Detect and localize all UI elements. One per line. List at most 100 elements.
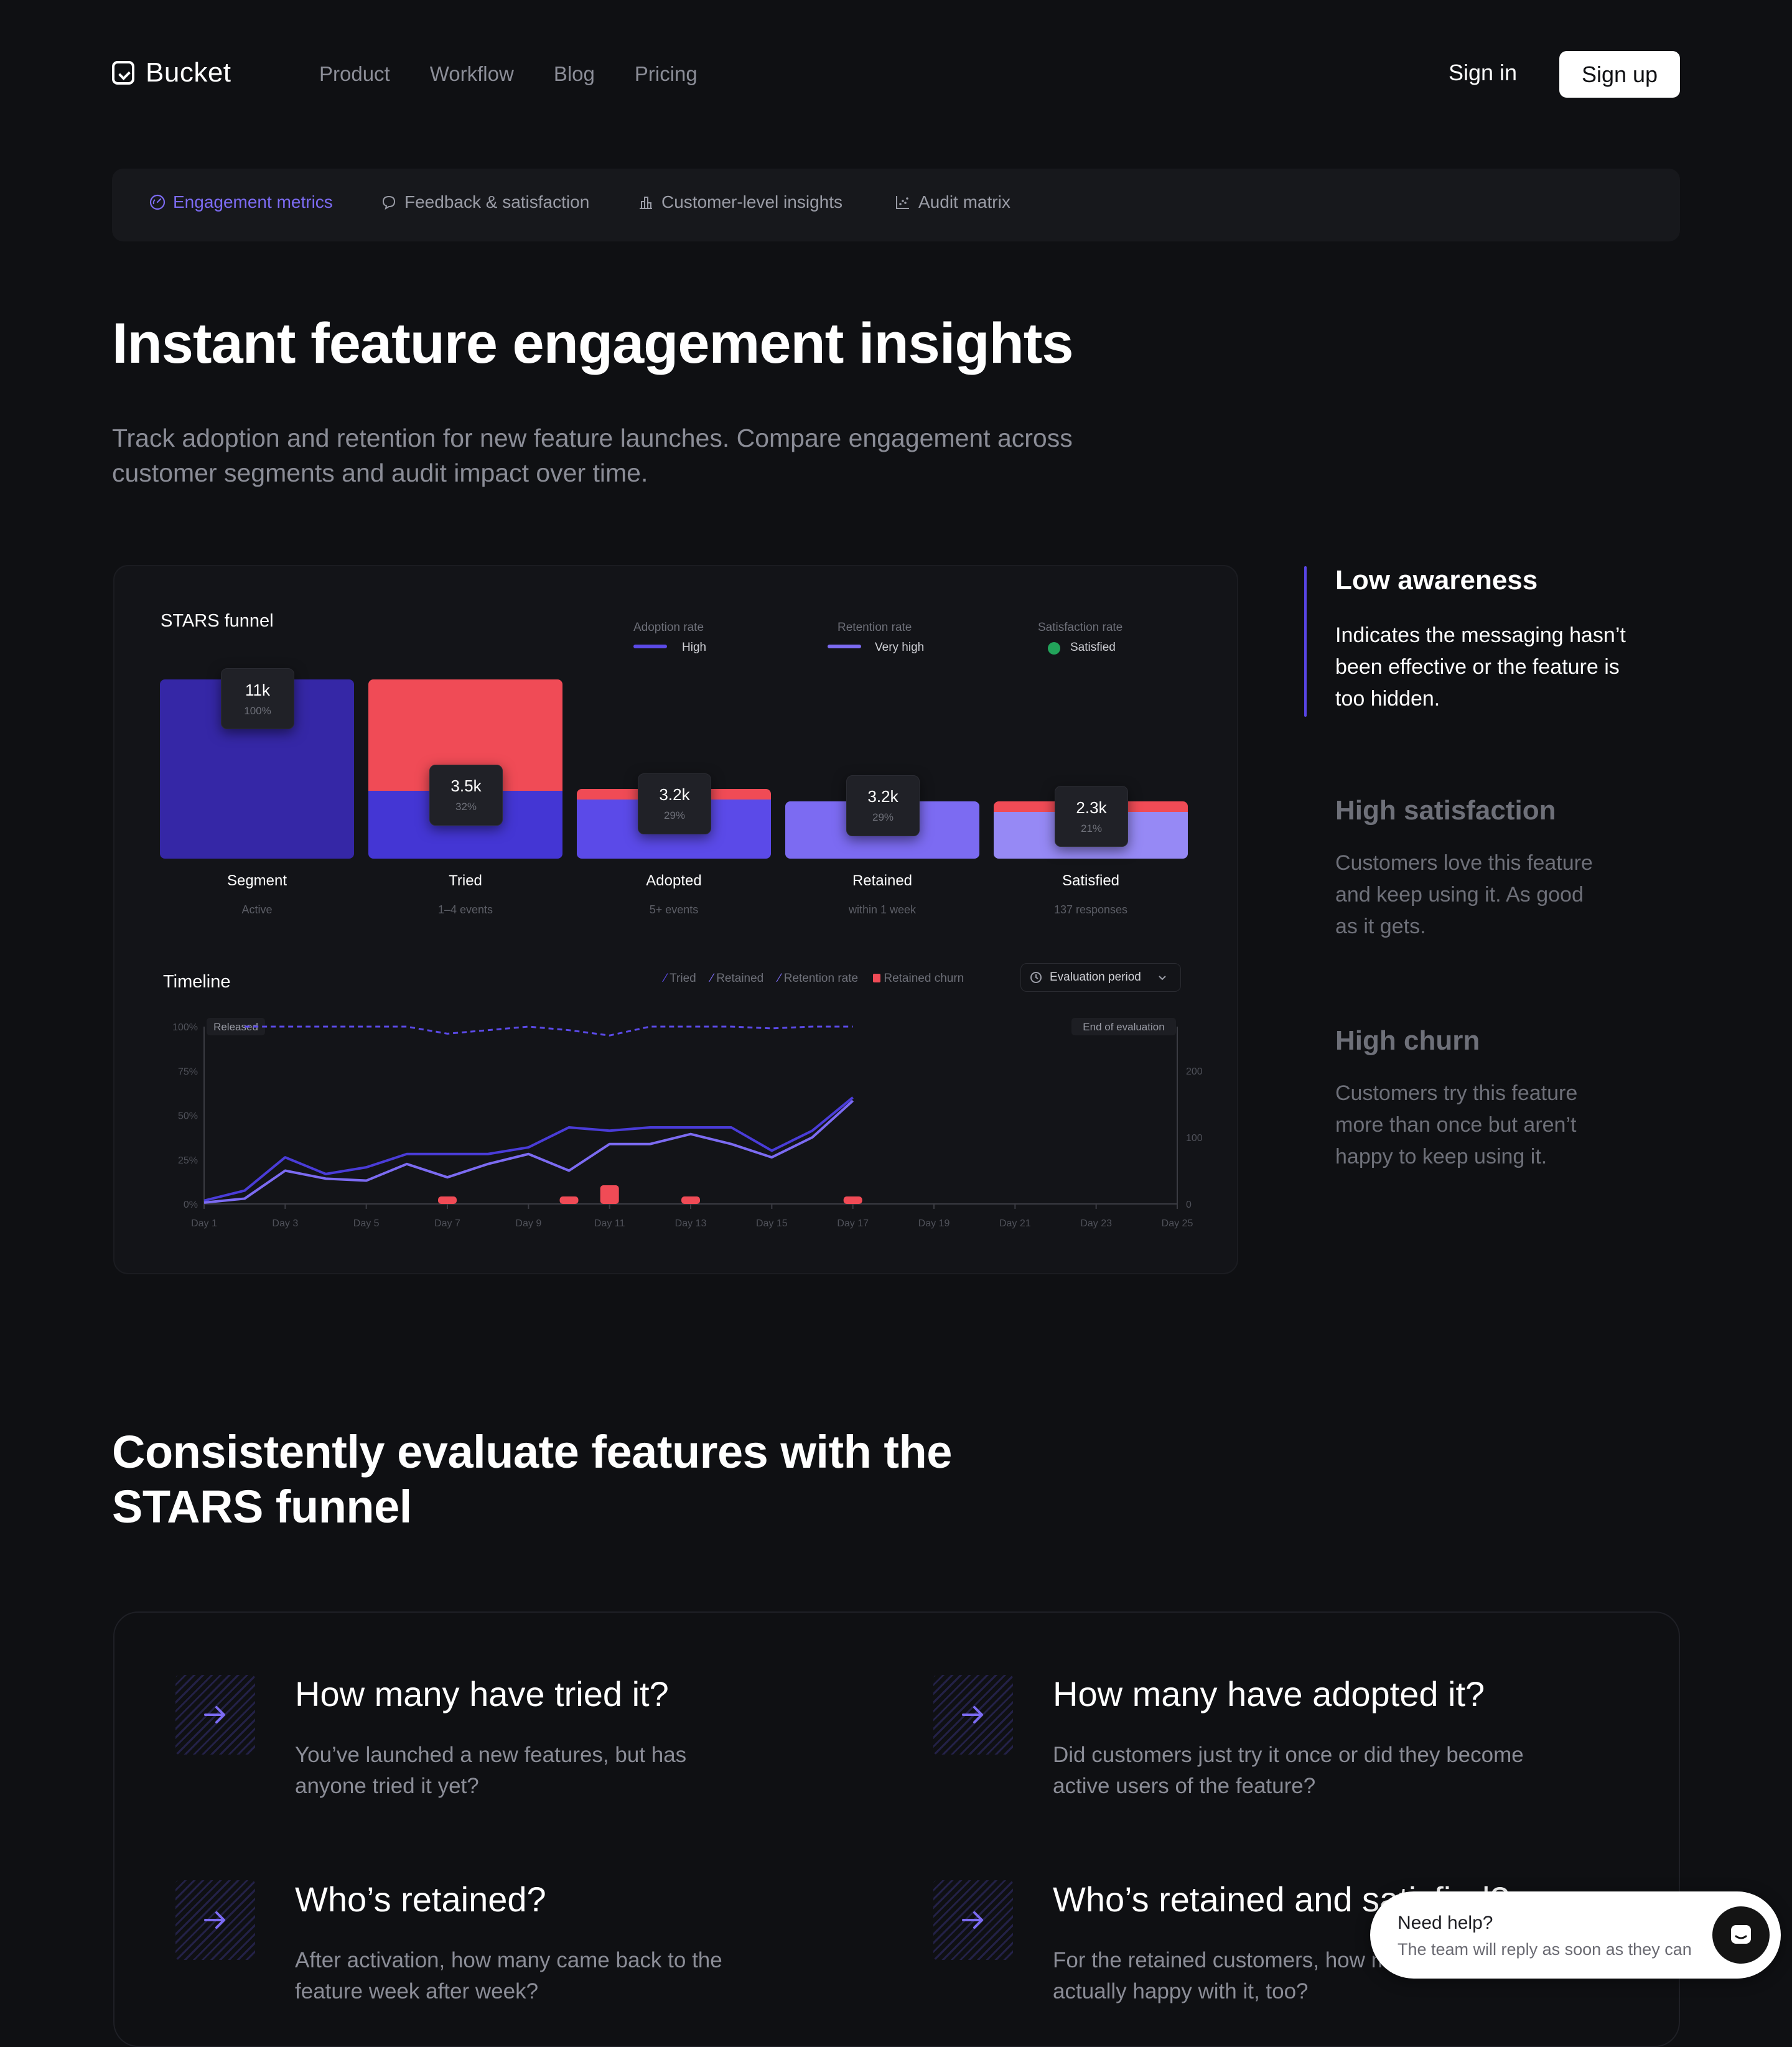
released-badge [207,1018,265,1035]
evaluation-period-select[interactable]: Evaluation period [1020,963,1181,992]
end-of-evaluation-badge [1071,1018,1176,1035]
x-tick-label: Day 23 [1080,1218,1112,1229]
tab-feedback-satisfaction[interactable]: Feedback & satisfaction [381,192,589,212]
tab-label: Customer-level insights [661,192,842,212]
funnel-stage-label: Segment [226,872,287,889]
y-right-tick-label: 0 [1186,1200,1192,1210]
funnel-stage-sublabel: 5+ events [649,903,699,916]
question-body: You’ve launched a new features, but has … [295,1743,687,1798]
gauge-icon [149,194,166,210]
x-tick-label: Day 13 [675,1218,707,1229]
sign-in-link[interactable]: Sign in [1449,60,1518,85]
chat-launcher-button[interactable] [1712,1906,1770,1964]
tab-audit-matrix[interactable]: Audit matrix [895,192,1010,212]
x-tick-label: Day 3 [272,1218,298,1229]
nav-pricing[interactable]: Pricing [634,62,698,85]
insight-title-high-churn[interactable]: High churn [1335,1025,1480,1056]
x-tick-label: Day 17 [837,1218,869,1229]
tab-label: Audit matrix [918,192,1010,212]
x-tick-label: Day 11 [594,1218,625,1229]
retention-rate-value: Very high [875,641,925,654]
arrow-right-icon [933,1880,1013,1960]
tab-customer-level-insights[interactable]: Customer-level insights [638,192,842,212]
funnel-title: STARS funnel [161,611,274,631]
x-tick-label: Day 9 [515,1218,541,1229]
satisfaction-rate-label: Satisfaction rate [1038,621,1123,634]
question-title: Who’s retained? [295,1880,546,1919]
arrow-right-icon [175,1880,255,1960]
bucket-logo-icon [112,61,134,85]
funnel-stage-sublabel: within 1 week [848,903,917,916]
help-chat-widget[interactable]: Need help? The team will reply as soon a… [1370,1891,1781,1979]
insight-title-low-awareness[interactable]: Low awareness [1335,565,1538,595]
funnel-value-tooltip: 3.2k 29% [638,773,711,834]
funnel-percent: 21% [1080,822,1103,834]
y-right-tick-label: 200 [1186,1066,1203,1077]
logo[interactable]: Bucket [112,57,231,88]
arrow-right-icon [933,1675,1013,1755]
bar-chart-icon [640,197,652,209]
x-tick-label: Day 19 [918,1218,950,1229]
main-nav: Product Workflow Blog Pricing [319,62,698,86]
legend-retained: ⁄ Retained [711,972,764,985]
question-title: How many have tried it? [295,1674,669,1714]
logo-text: Bucket [146,57,231,88]
retention-rate-label: Retention rate [838,621,912,634]
funnel-value-tooltip: 2.3k 21% [1055,786,1128,847]
end-of-evaluation-label: End of evaluation [1083,1021,1164,1033]
x-tick-label: Day 21 [999,1218,1031,1229]
funnel-stage-sublabel: 1–4 events [437,903,493,916]
x-tick-label: Day 1 [191,1218,217,1229]
insight-body: Customers love this feature and keep usi… [1335,851,1593,938]
funnel-value-tooltip: 11k 100% [221,668,294,729]
legend-retention-rate: ⁄ Retention rate [778,972,859,985]
funnel-stage-label: Adopted [646,872,702,889]
chevron-down-icon [1159,976,1166,981]
tab-engagement-metrics[interactable]: Engagement metrics [149,192,333,212]
legend-tried: ⁄ Tried [665,972,696,985]
funnel-stage-label: Satisfied [1062,872,1120,889]
funnel-value: 3.2k [867,787,898,806]
satisfaction-rate-value: Satisfied [1070,641,1116,654]
active-insight-indicator [1304,566,1307,717]
arrow-right-icon [175,1675,255,1755]
funnel-value: 3.2k [659,785,690,804]
funnel-value-tooltip: 3.2k 29% [846,775,920,836]
nav-product[interactable]: Product [319,62,390,85]
y-tick-label: 0% [184,1200,198,1210]
funnel-value: 11k [245,680,270,699]
churn-bar [438,1196,457,1204]
smiley-icon [1048,642,1060,655]
churn-bar [559,1196,579,1204]
funnel-stage-sublabel: 137 responses [1053,903,1128,916]
nav-workflow[interactable]: Workflow [429,62,514,85]
adoption-rate-value: High [682,641,707,654]
timeline-chart: 100% 75% 50% 25% 0% 200 100 0 Day 1 Day 3 Day 5 Day… [172,1018,1203,1229]
clock-icon [1030,972,1042,983]
chat-title: Need help? [1398,1913,1493,1933]
insight-title-high-satisfaction[interactable]: High satisfaction [1335,795,1556,826]
adoption-rate-bar [633,645,667,648]
timeline-title: Timeline [163,972,231,992]
retention-rate-line [245,1025,853,1037]
question-title: How many have adopted it? [1053,1674,1485,1714]
y-tick-label: 75% [178,1066,198,1077]
tab-label: Engagement metrics [173,192,333,212]
x-tick-label: Day 25 [1162,1218,1193,1229]
funnel-stage-sublabel: Active [241,903,273,916]
tried-line [203,1096,854,1202]
evaluation-period-label: Evaluation period [1050,971,1141,984]
released-label: Released [213,1021,258,1033]
x-tick-label: Day 5 [353,1218,380,1229]
retention-rate-bar [828,645,861,648]
page-subtitle: Track adoption and retention for new fea… [112,424,1073,487]
x-tick-label: Day 15 [756,1218,788,1229]
funnel-percent: 32% [455,801,477,813]
nav-blog[interactable]: Blog [553,62,595,85]
funnel-percent: 29% [872,811,894,824]
sign-up-button[interactable]: Sign up [1559,51,1680,98]
tab-label: Feedback & satisfaction [404,192,590,212]
y-right-tick-label: 100 [1186,1133,1203,1144]
churn-bar [843,1196,862,1204]
y-tick-label: 100% [172,1022,198,1033]
